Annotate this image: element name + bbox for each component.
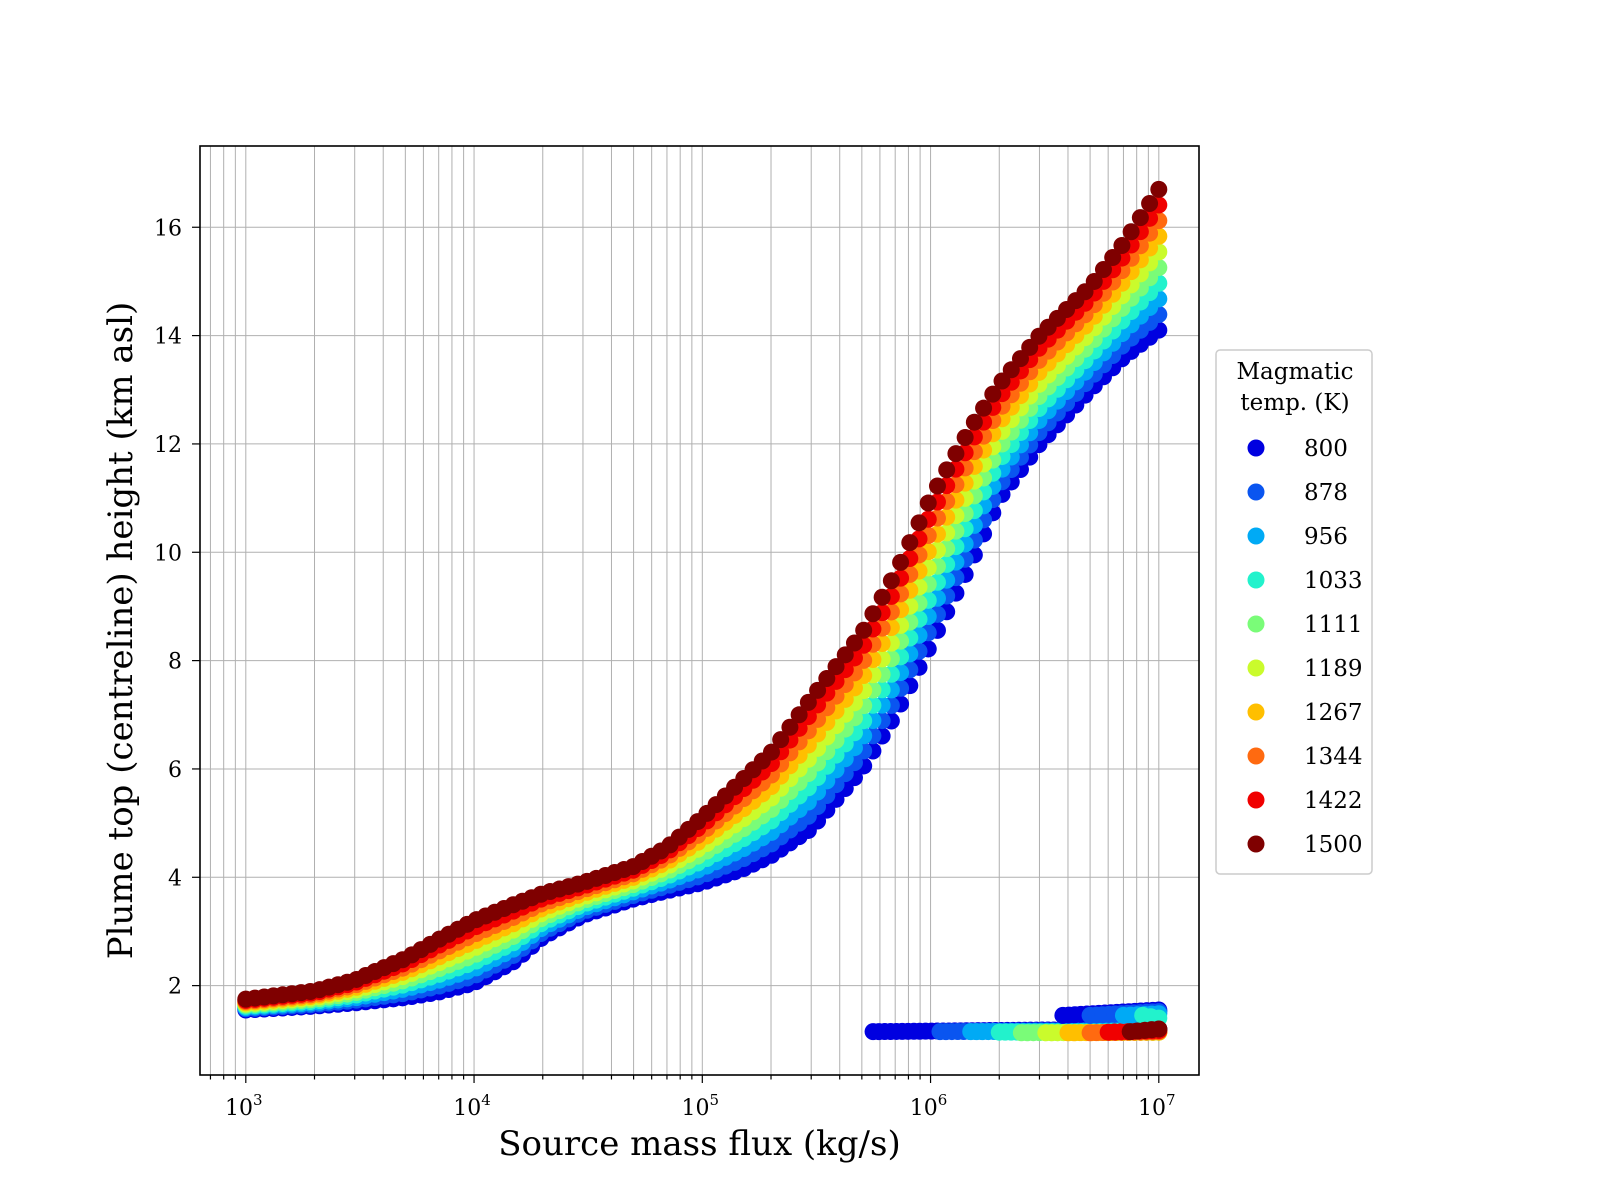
data-point <box>845 634 863 652</box>
data-point <box>799 693 817 711</box>
data-point <box>1011 350 1029 368</box>
data-point <box>762 743 780 761</box>
data-point <box>1141 194 1159 212</box>
data-point <box>809 681 827 699</box>
legend-item-1267: 1267 <box>1247 700 1363 726</box>
data-point <box>781 718 799 736</box>
data-point <box>1122 223 1140 241</box>
data-point <box>1104 248 1122 266</box>
data-point <box>818 670 836 688</box>
data-point <box>938 461 956 479</box>
legend-item-878: 878 <box>1247 480 1348 506</box>
axis-ticks: 2 4 6 8 10 12 14 16 103 104 105 106 107 <box>154 216 1176 1121</box>
legend-item-800: 800 <box>1247 436 1348 462</box>
legend-title: temp. (K) <box>1240 390 1349 416</box>
legend-marker <box>1247 703 1265 721</box>
legend-item-1422: 1422 <box>1247 788 1363 814</box>
legend-marker <box>1247 791 1265 809</box>
legend-marker <box>1247 571 1265 589</box>
data-point <box>984 385 1002 403</box>
legend-label: 1500 <box>1304 832 1363 858</box>
legend-item-1344: 1344 <box>1247 744 1363 770</box>
data-point <box>965 413 983 431</box>
legend-label: 800 <box>1304 436 1348 462</box>
legend-label: 1267 <box>1304 700 1363 726</box>
legend-label: 1344 <box>1304 744 1363 770</box>
data-point <box>919 494 937 512</box>
y-tick-label: 14 <box>154 325 182 350</box>
data-point <box>993 372 1011 390</box>
y-tick-label: 8 <box>168 650 182 675</box>
legend: Magmatic temp. (K) 800 878 956 1033 1111 1189 12… <box>1215 349 1373 875</box>
data-point <box>892 553 910 571</box>
data-point <box>1002 361 1020 379</box>
x-tick-label: 103 <box>225 1091 263 1121</box>
x-axis-label: Source mass flux (kg/s) <box>498 1124 900 1164</box>
legend-item-1033: 1033 <box>1247 568 1363 594</box>
data-point <box>947 445 965 463</box>
legend-label: 956 <box>1304 524 1348 550</box>
data-point <box>901 534 919 552</box>
legend-label: 878 <box>1304 480 1348 506</box>
data-point <box>772 731 790 749</box>
y-axis-label: Plume top (centreline) height (km asl) <box>101 302 141 960</box>
data-point <box>864 605 882 623</box>
legend-label: 1422 <box>1304 788 1363 814</box>
legend-label: 1111 <box>1304 612 1363 638</box>
data-point <box>910 514 928 532</box>
y-tick-label: 10 <box>154 541 182 566</box>
legend-item-1189: 1189 <box>1247 656 1363 682</box>
data-point <box>827 658 845 676</box>
y-tick-label: 4 <box>168 866 182 891</box>
data-point <box>790 706 808 724</box>
x-tick-label: 107 <box>1138 1091 1176 1121</box>
x-tick-label: 106 <box>910 1091 948 1121</box>
legend-marker <box>1247 835 1265 853</box>
data-point <box>975 399 993 417</box>
data-point <box>855 621 873 639</box>
legend-label: 1189 <box>1304 656 1363 682</box>
legend-item-1111: 1111 <box>1247 612 1363 638</box>
plot-frame <box>199 145 1200 1076</box>
data-point <box>873 588 891 606</box>
data-point <box>1131 209 1149 227</box>
legend-box <box>1215 349 1373 875</box>
scatter-points <box>237 180 1168 1042</box>
y-tick-label: 12 <box>154 433 182 458</box>
legend-item-1500: 1500 <box>1247 832 1363 858</box>
series-1500-top <box>1121 1020 1168 1041</box>
legend-marker <box>1247 527 1265 545</box>
legend-marker <box>1247 439 1265 457</box>
y-tick-label: 2 <box>168 975 182 1000</box>
legend-marker <box>1247 659 1265 677</box>
legend-marker <box>1247 615 1265 633</box>
legend-label: 1033 <box>1304 568 1363 594</box>
data-point <box>1150 1020 1168 1038</box>
y-tick-label: 6 <box>168 758 182 783</box>
data-point <box>1085 272 1103 290</box>
x-tick-label: 105 <box>682 1091 720 1121</box>
x-tick-label: 104 <box>453 1091 491 1121</box>
data-point <box>1113 236 1131 254</box>
data-point <box>836 646 854 664</box>
grid <box>200 146 1199 1075</box>
data-point <box>1094 260 1112 278</box>
legend-title: Magmatic <box>1237 359 1354 385</box>
data-point <box>956 429 974 447</box>
data-point <box>928 477 946 495</box>
legend-marker <box>1247 483 1265 501</box>
y-tick-label: 16 <box>154 216 182 241</box>
data-point <box>1150 180 1168 198</box>
legend-item-956: 956 <box>1247 524 1348 550</box>
data-point <box>882 572 900 590</box>
legend-marker <box>1247 747 1265 765</box>
data-point <box>1021 338 1039 356</box>
